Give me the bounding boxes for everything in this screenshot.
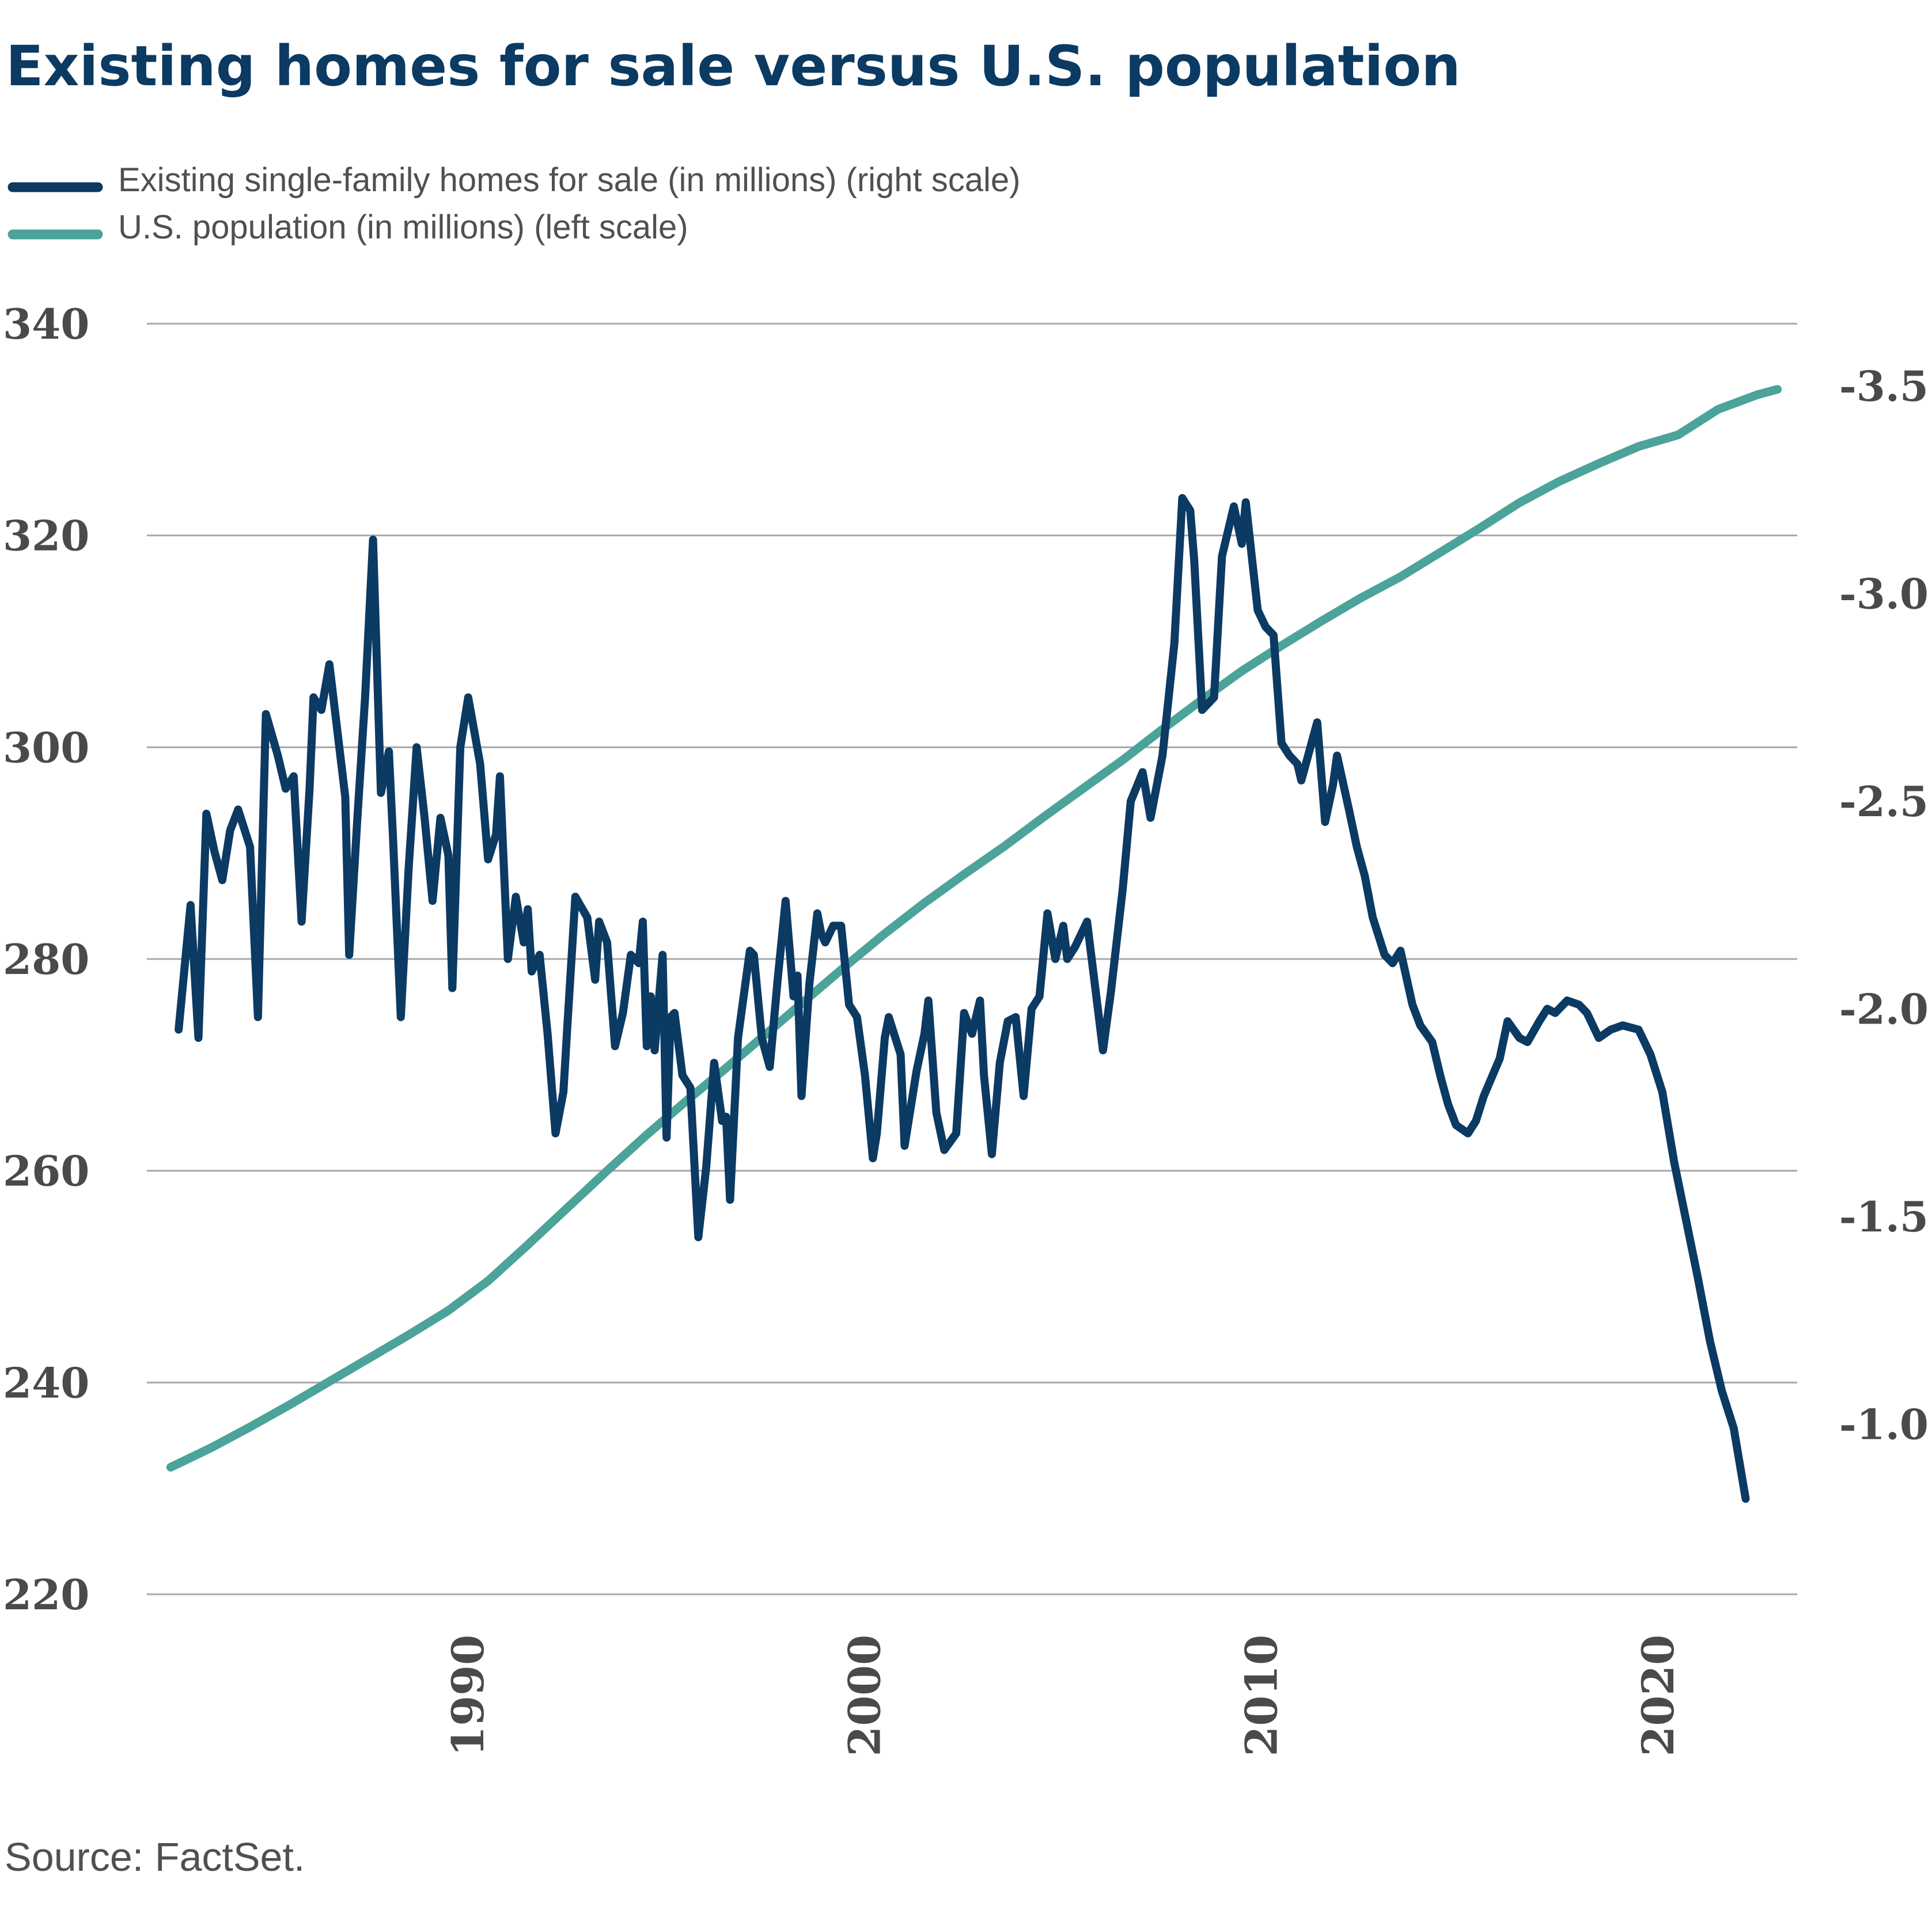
right-tick-label: -3.5 (1839, 362, 1929, 411)
right-tick-label: -2.5 (1839, 777, 1929, 826)
left-tick-label: 260 (3, 1147, 89, 1196)
left-tick-label: 220 (3, 1570, 89, 1619)
source-note: Source: FactSet. (5, 1834, 305, 1879)
left-tick-label: 280 (3, 935, 89, 984)
x-tick-label: 2020 (1632, 1635, 1684, 1757)
x-tick-label: 1990 (442, 1635, 494, 1757)
left-axis: 340 320 300 280 260 240 220 (3, 300, 89, 1619)
right-tick-label: -1.0 (1839, 1400, 1929, 1449)
left-tick-label: 300 (3, 723, 89, 772)
legend: Existing single-family homes for sale (i… (7, 161, 1020, 246)
x-tick-label: 2010 (1236, 1635, 1287, 1757)
grid (147, 323, 1797, 1595)
x-tick-label: 2000 (839, 1635, 891, 1757)
chart-title: Existing homes for sale versus U.S. popu… (6, 34, 1461, 98)
right-tick-label: -3.0 (1839, 570, 1929, 619)
left-tick-label: 240 (3, 1358, 89, 1407)
right-tick-label: -1.5 (1839, 1192, 1929, 1241)
legend-label-population: U.S. population (in millions) (left scal… (118, 209, 688, 246)
left-tick-label: 340 (3, 300, 89, 348)
left-tick-label: 320 (3, 511, 89, 560)
x-axis: 1990 2000 2010 2020 (442, 1635, 1684, 1757)
population-series-line (166, 385, 1782, 1472)
right-axis: -3.5 -3.0 -2.5 -2.0 -1.5 -1.0 (1839, 362, 1929, 1449)
legend-label-homes: Existing single-family homes for sale (i… (118, 161, 1020, 199)
homes-for-sale-series-line (175, 494, 1750, 1503)
right-tick-label: -2.0 (1839, 985, 1929, 1034)
